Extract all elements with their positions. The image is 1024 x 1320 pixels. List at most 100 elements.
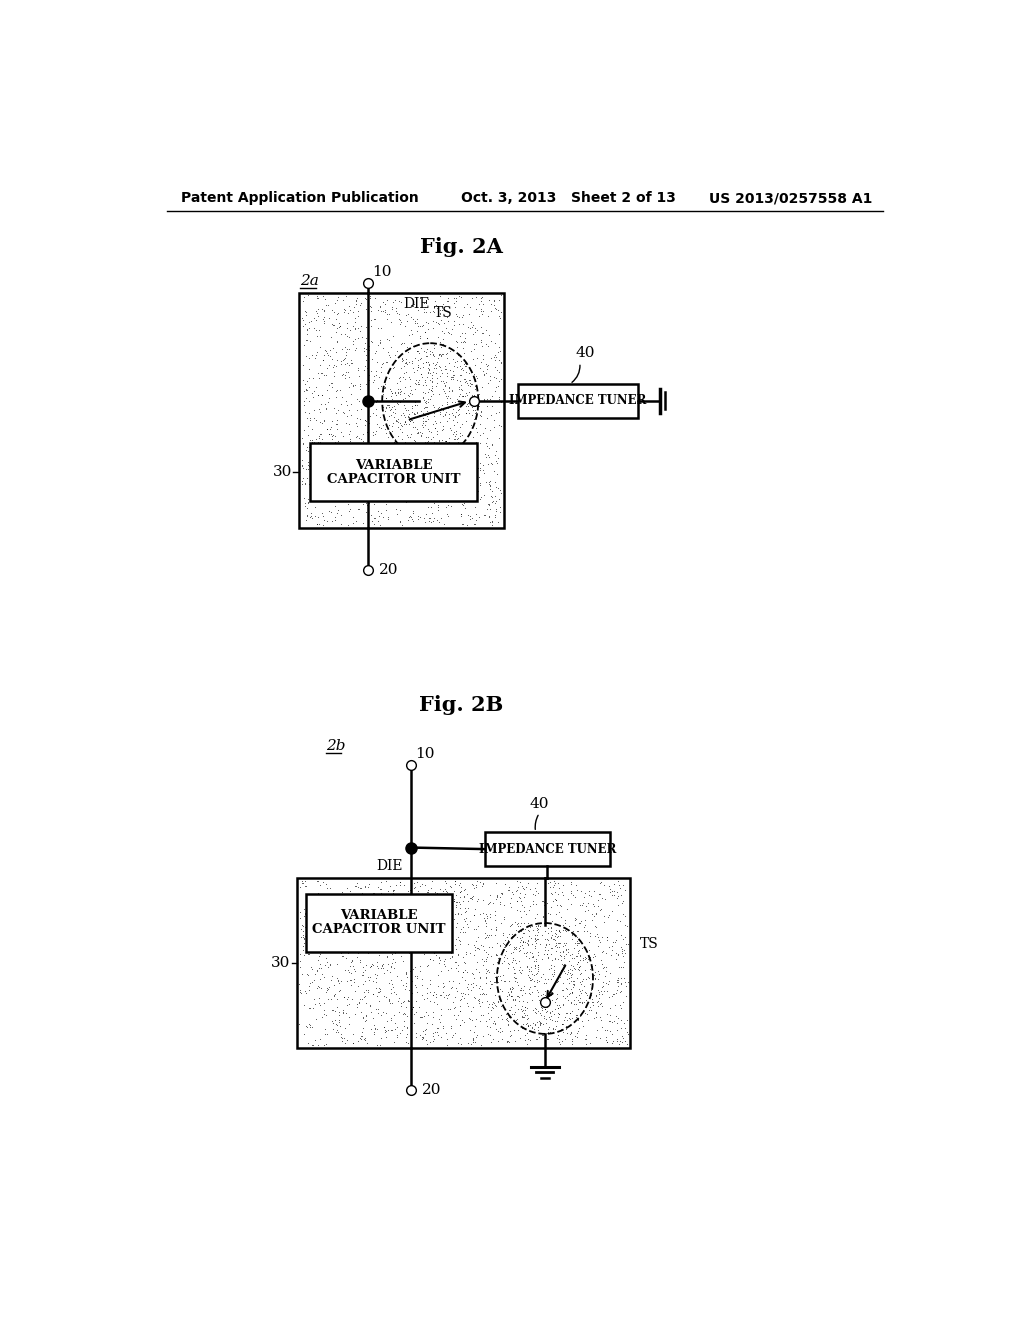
Point (552, 966, 568, 987)
Point (393, 358, 410, 379)
Point (390, 290, 407, 312)
Point (296, 286, 312, 308)
Point (422, 438, 438, 459)
Point (392, 511, 409, 532)
Point (489, 991, 506, 1012)
Point (507, 962, 523, 983)
Point (477, 911, 494, 932)
Point (507, 970, 523, 991)
Point (342, 880, 358, 902)
Point (451, 378, 467, 399)
Point (585, 991, 601, 1012)
Point (441, 322, 458, 343)
Point (480, 289, 497, 310)
Point (567, 933, 584, 954)
Point (321, 345, 337, 366)
Point (326, 985, 342, 1006)
Point (365, 983, 381, 1005)
Point (367, 508, 383, 529)
Point (577, 946, 593, 968)
Point (368, 391, 384, 412)
Point (546, 874, 562, 895)
Point (307, 506, 324, 527)
Point (500, 929, 516, 950)
Point (309, 975, 326, 997)
Point (360, 395, 377, 416)
Point (466, 968, 482, 989)
Point (326, 397, 342, 418)
Point (349, 920, 366, 941)
Point (429, 351, 445, 372)
Point (421, 403, 437, 424)
Point (329, 418, 345, 440)
Point (304, 430, 321, 451)
Point (485, 962, 502, 983)
Point (438, 985, 455, 1006)
Point (551, 1005, 567, 1026)
Point (333, 937, 349, 958)
Point (392, 447, 409, 469)
Point (492, 936, 508, 957)
Point (407, 395, 423, 416)
Point (519, 929, 536, 950)
Point (437, 430, 454, 451)
Point (473, 301, 489, 322)
Point (369, 364, 385, 385)
Point (524, 1018, 541, 1039)
Point (612, 998, 629, 1019)
Point (568, 987, 585, 1008)
Point (365, 983, 381, 1005)
Point (353, 891, 370, 912)
Point (340, 366, 356, 387)
Point (306, 318, 323, 339)
Point (452, 873, 468, 894)
Point (378, 1020, 394, 1041)
Point (492, 308, 508, 329)
Point (504, 979, 520, 1001)
Point (529, 904, 546, 925)
Point (478, 927, 495, 948)
Point (539, 987, 555, 1008)
Point (309, 960, 326, 981)
Point (388, 411, 404, 432)
Point (352, 878, 369, 899)
Point (389, 1016, 406, 1038)
Point (411, 355, 427, 376)
Point (506, 995, 522, 1016)
Point (407, 416, 423, 437)
Point (476, 364, 493, 385)
Point (568, 1006, 585, 1027)
Point (300, 491, 316, 512)
Point (447, 471, 464, 492)
Point (307, 347, 324, 368)
Point (453, 325, 469, 346)
Point (309, 978, 326, 999)
Point (338, 285, 354, 306)
Point (422, 507, 438, 528)
Point (306, 886, 323, 907)
Point (501, 985, 517, 1006)
Point (319, 898, 336, 919)
Point (316, 312, 333, 333)
Point (341, 500, 357, 521)
Point (324, 300, 340, 321)
Point (362, 466, 379, 487)
Point (423, 379, 439, 400)
Point (393, 348, 410, 370)
Point (380, 426, 396, 447)
Point (345, 507, 361, 528)
Point (327, 302, 343, 323)
Point (309, 302, 326, 323)
Point (480, 494, 497, 515)
Point (402, 933, 419, 954)
Point (426, 301, 442, 322)
Point (338, 391, 354, 412)
Point (452, 882, 468, 903)
Point (394, 1019, 411, 1040)
Point (601, 1010, 617, 1031)
Point (519, 1014, 536, 1035)
Point (299, 329, 315, 350)
Point (384, 388, 400, 409)
Point (382, 1010, 398, 1031)
Point (418, 426, 434, 447)
